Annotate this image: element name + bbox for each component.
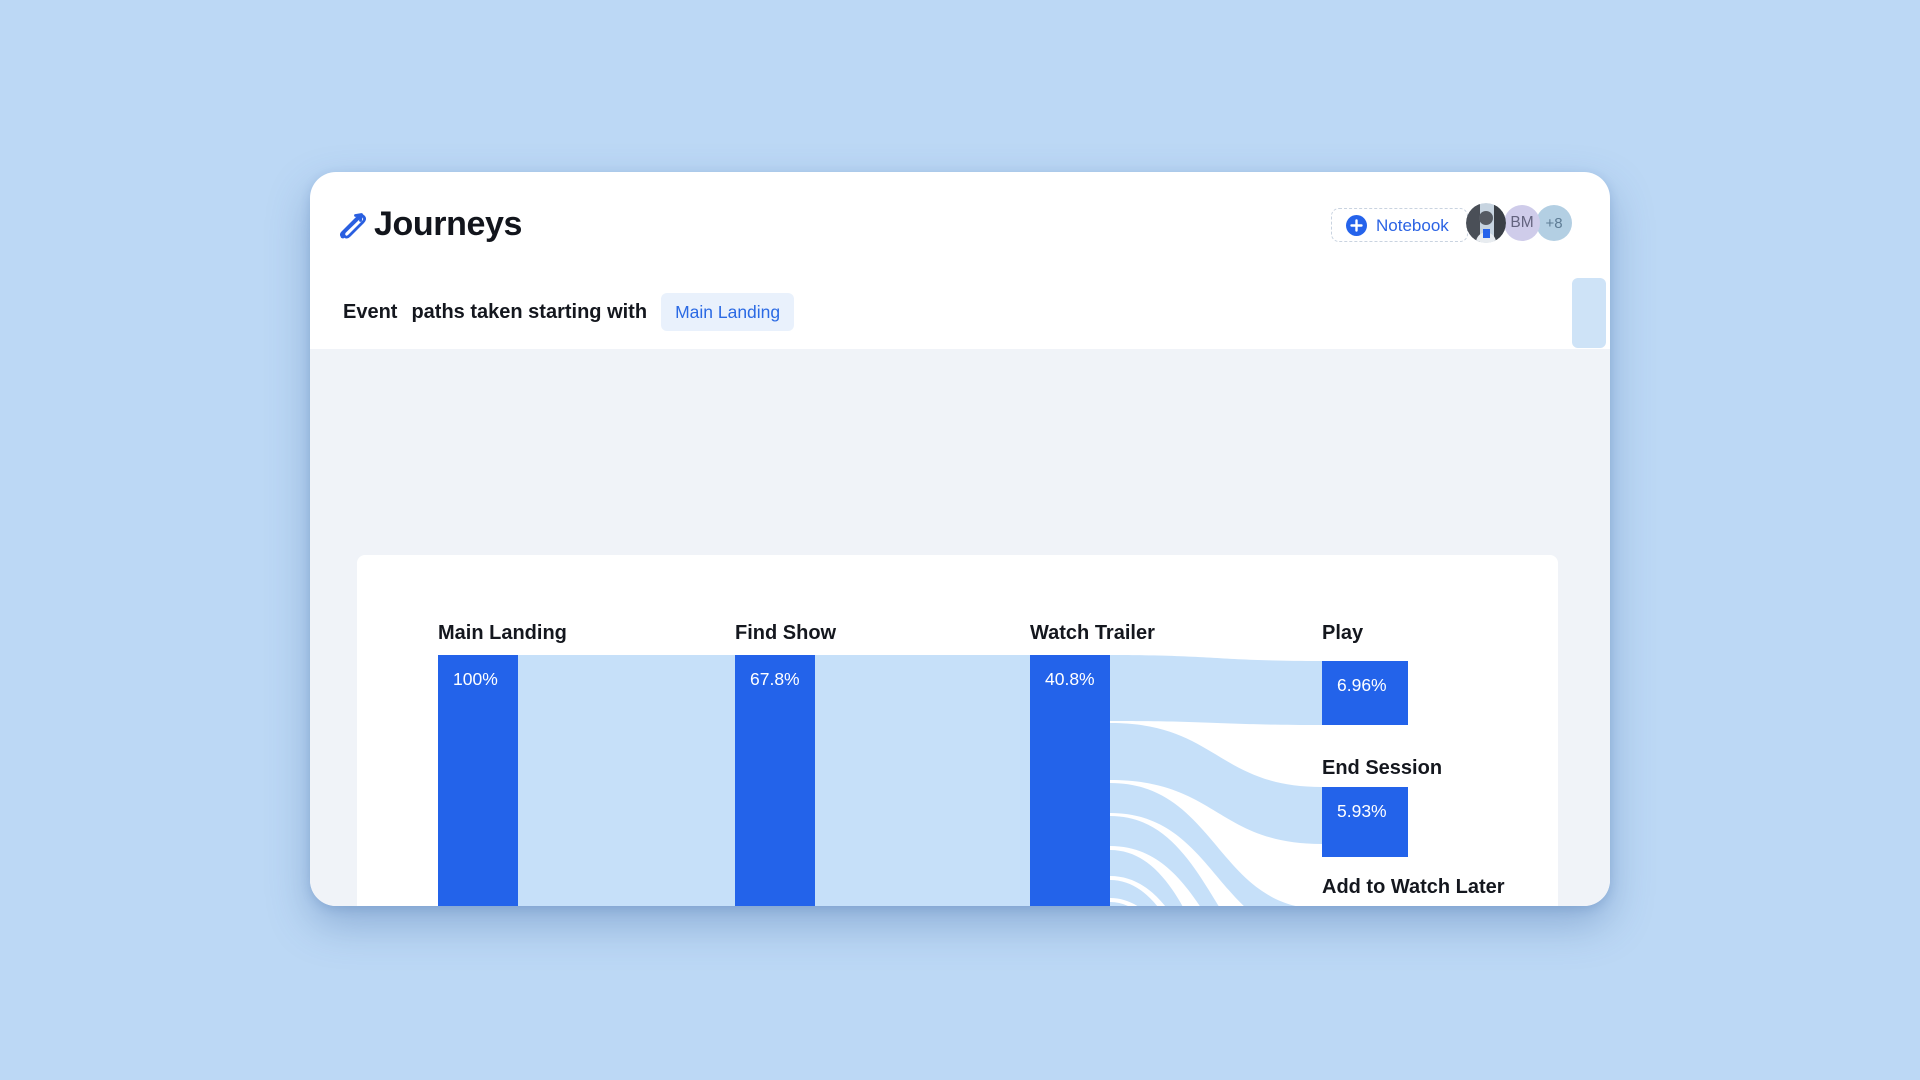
sankey-ribbon[interactable] <box>1110 723 1322 844</box>
sankey-node-label: Main Landing <box>438 622 567 644</box>
sankey-ribbons-layer <box>518 655 1322 906</box>
event-selector-label[interactable]: Event <box>343 300 398 323</box>
journeys-card: Journeys Notebook <box>310 172 1610 906</box>
sankey-node-value: 40.8% <box>1045 669 1095 689</box>
sankey-node[interactable]: 6.96% <box>1322 661 1408 725</box>
avatar-initials[interactable]: BM <box>1504 205 1540 241</box>
plus-circle-icon <box>1346 214 1367 236</box>
sankey-node[interactable]: 5.93% <box>1322 787 1408 857</box>
sankey-node-value: 67.8% <box>750 669 800 689</box>
filter-bar: Event paths taken starting with Main Lan… <box>343 292 795 332</box>
page-title: Journeys <box>374 205 522 243</box>
journeys-logo-icon <box>336 208 370 242</box>
sankey-ribbon[interactable] <box>1110 850 1322 906</box>
filter-description: paths taken starting with <box>411 300 648 323</box>
notebook-button[interactable]: Notebook <box>1331 208 1468 242</box>
sankey-ribbon[interactable] <box>1110 783 1322 906</box>
notebook-button-label: Notebook <box>1376 215 1449 235</box>
sankey-node-label: Find Show <box>735 622 837 644</box>
vertical-scrollbar-thumb[interactable] <box>1572 278 1606 348</box>
sankey-node-value: 6.96% <box>1337 675 1387 695</box>
sankey-node[interactable]: 100% <box>438 655 518 906</box>
avatar-overflow-badge[interactable]: +8 <box>1536 205 1572 241</box>
sankey-ribbon[interactable] <box>1110 880 1322 906</box>
avatar-group: BM +8 <box>1466 203 1586 245</box>
sankey-node-label: End Session <box>1322 757 1443 779</box>
sankey-node[interactable]: 67.8% <box>735 655 815 906</box>
sankey-node-label: Play <box>1322 622 1364 644</box>
sankey-node-label: Watch Trailer <box>1030 622 1155 644</box>
sankey-ribbon[interactable] <box>1110 655 1322 725</box>
sankey-ribbon[interactable] <box>518 655 735 906</box>
sankey-ribbon[interactable] <box>815 655 1030 906</box>
sankey-node-label: Add to Watch Later <box>1322 876 1505 898</box>
sankey-node-value: 5.93% <box>1337 801 1387 821</box>
avatar-photo[interactable] <box>1466 203 1506 243</box>
sankey-ribbon[interactable] <box>1110 902 1322 906</box>
chart-panel-background: Main Landing 100% Find Show 67.8% Watch Trai… <box>310 349 1610 906</box>
sankey-node-value: 100% <box>453 669 498 689</box>
sankey-ribbon[interactable] <box>1110 816 1322 906</box>
start-event-tag[interactable]: Main Landing <box>661 293 795 331</box>
sankey-node[interactable]: 40.8% <box>1030 655 1110 906</box>
sankey-chart: Main Landing 100% Find Show 67.8% Watch Trai… <box>357 555 1558 906</box>
